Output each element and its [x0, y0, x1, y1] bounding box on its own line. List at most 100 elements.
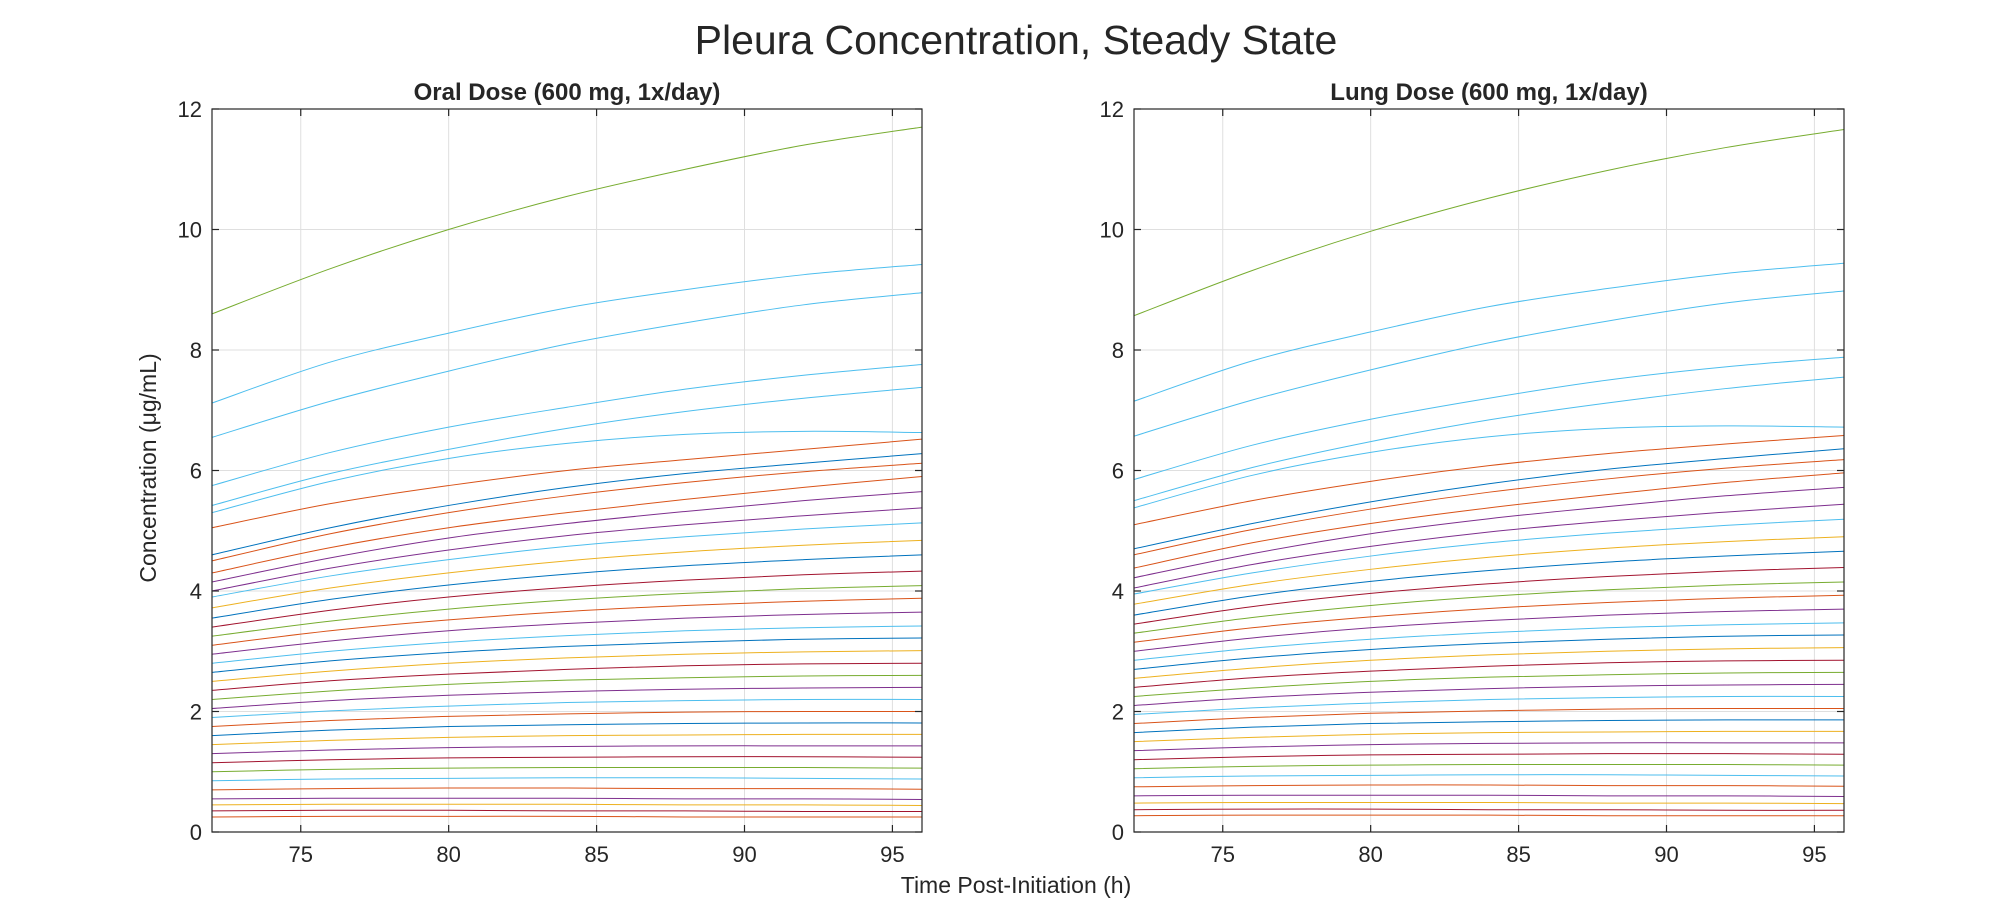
series-line-37 [212, 815, 922, 818]
series-line-31 [1134, 763, 1844, 770]
series-line-19 [212, 625, 922, 664]
x-tick-label: 75 [1211, 842, 1235, 867]
x-tick-label: 95 [880, 842, 904, 867]
y-tick-label: 10 [1100, 218, 1124, 243]
x-tick-label: 90 [1654, 842, 1678, 867]
series-line-23 [1134, 671, 1844, 697]
y-tick-label: 6 [190, 459, 202, 484]
series-line-16 [1134, 581, 1844, 634]
series-line-18 [1134, 608, 1844, 652]
panel-title: Lung Dose (600 mg, 1x/day) [1330, 79, 1647, 106]
series-line-10 [212, 491, 922, 583]
panel-lung-dose: 75 80 85 90 95 0 2 4 6 8 10 12 Lung Dose (600 mg, 1x… [1100, 79, 1845, 867]
y-tick-label: 10 [178, 218, 202, 243]
series-line-7 [212, 453, 922, 556]
series-line-17 [212, 597, 922, 646]
x-tick-label: 85 [584, 842, 608, 867]
series-line-37 [1134, 814, 1844, 817]
series-line-3 [212, 363, 922, 487]
series-line-21 [1134, 647, 1844, 679]
series-line-0 [212, 126, 922, 315]
x-tick-label: 75 [289, 842, 313, 867]
y-tick-label: 2 [1112, 700, 1124, 725]
series-line-1 [1134, 262, 1844, 402]
series-line-10 [1134, 486, 1844, 579]
y-tick-label: 4 [1112, 579, 1124, 604]
series-line-15 [1134, 567, 1844, 625]
series-line-31 [212, 766, 922, 773]
series-line-36 [212, 809, 922, 813]
series-line-14 [1134, 550, 1844, 616]
series-line-8 [1134, 459, 1844, 556]
series-line-24 [1134, 683, 1844, 706]
series-line-35 [212, 803, 922, 806]
series-line-22 [1134, 659, 1844, 688]
series-line-2 [1134, 290, 1844, 437]
series-line-7 [1134, 448, 1844, 550]
series-line-27 [212, 722, 922, 737]
y-tick-label: 12 [178, 97, 202, 122]
series-line-18 [212, 611, 922, 655]
series-line-26 [212, 710, 922, 728]
series-line-22 [212, 662, 922, 691]
series-line-35 [1134, 801, 1844, 805]
series-line-3 [1134, 356, 1844, 481]
series-line-33 [212, 787, 922, 791]
figure-x-axis-label: Time Post-Initiation (h) [901, 872, 1132, 898]
series-line-8 [212, 462, 922, 562]
series-line-13 [1134, 536, 1844, 605]
series-line-6 [212, 438, 922, 529]
series-line-33 [1134, 784, 1844, 788]
series-line-32 [1134, 774, 1844, 779]
y-tick-label: 4 [190, 579, 202, 604]
series-line-11 [1134, 503, 1844, 589]
series-line-25 [1134, 695, 1844, 716]
series-line-9 [1134, 472, 1844, 569]
series-line-16 [212, 585, 922, 637]
series-line-26 [1134, 707, 1844, 725]
y-tick-label: 0 [190, 820, 202, 845]
series-line-29 [1134, 742, 1844, 752]
series-line-19 [1134, 622, 1844, 661]
series-line-12 [1134, 518, 1844, 595]
y-tick-label: 12 [1100, 97, 1124, 122]
series-line-4 [212, 386, 922, 506]
series-line-27 [1134, 719, 1844, 734]
y-tick-label: 8 [1112, 338, 1124, 363]
series-line-5 [1134, 425, 1844, 509]
series-line-28 [212, 733, 922, 746]
series-line-11 [212, 507, 922, 592]
series-line-23 [212, 674, 922, 700]
series-line-32 [212, 777, 922, 782]
series-line-2 [212, 292, 922, 438]
x-tick-label: 80 [436, 842, 460, 867]
series-line-21 [212, 650, 922, 682]
y-tick-label: 6 [1112, 459, 1124, 484]
figure-title: Pleura Concentration, Steady State [695, 17, 1338, 63]
series-group [212, 126, 922, 818]
series-line-17 [1134, 594, 1844, 643]
series-group [1134, 128, 1844, 817]
series-line-28 [1134, 730, 1844, 743]
series-line-4 [1134, 376, 1844, 502]
figure-y-axis-label: Concentration (μg/mL) [135, 353, 161, 582]
y-tick-label: 0 [1112, 820, 1124, 845]
x-tick-label: 95 [1802, 842, 1826, 867]
series-line-5 [212, 430, 922, 514]
x-tick-label: 90 [732, 842, 756, 867]
y-tick-label: 8 [190, 338, 202, 363]
series-line-20 [1134, 634, 1844, 670]
x-tick-label: 85 [1506, 842, 1530, 867]
series-line-20 [212, 637, 922, 673]
series-line-36 [1134, 808, 1844, 811]
panel-oral-dose: 75 80 85 90 95 0 2 4 6 8 10 12 Oral Dose (600 mg, 1x… [178, 79, 923, 867]
series-line-6 [1134, 435, 1844, 526]
series-line-30 [1134, 753, 1844, 761]
series-line-15 [212, 570, 922, 628]
y-tick-label: 2 [190, 700, 202, 725]
x-tick-label: 80 [1358, 842, 1382, 867]
panel-title: Oral Dose (600 mg, 1x/day) [414, 79, 721, 106]
series-line-25 [212, 698, 922, 719]
series-line-1 [212, 263, 922, 404]
